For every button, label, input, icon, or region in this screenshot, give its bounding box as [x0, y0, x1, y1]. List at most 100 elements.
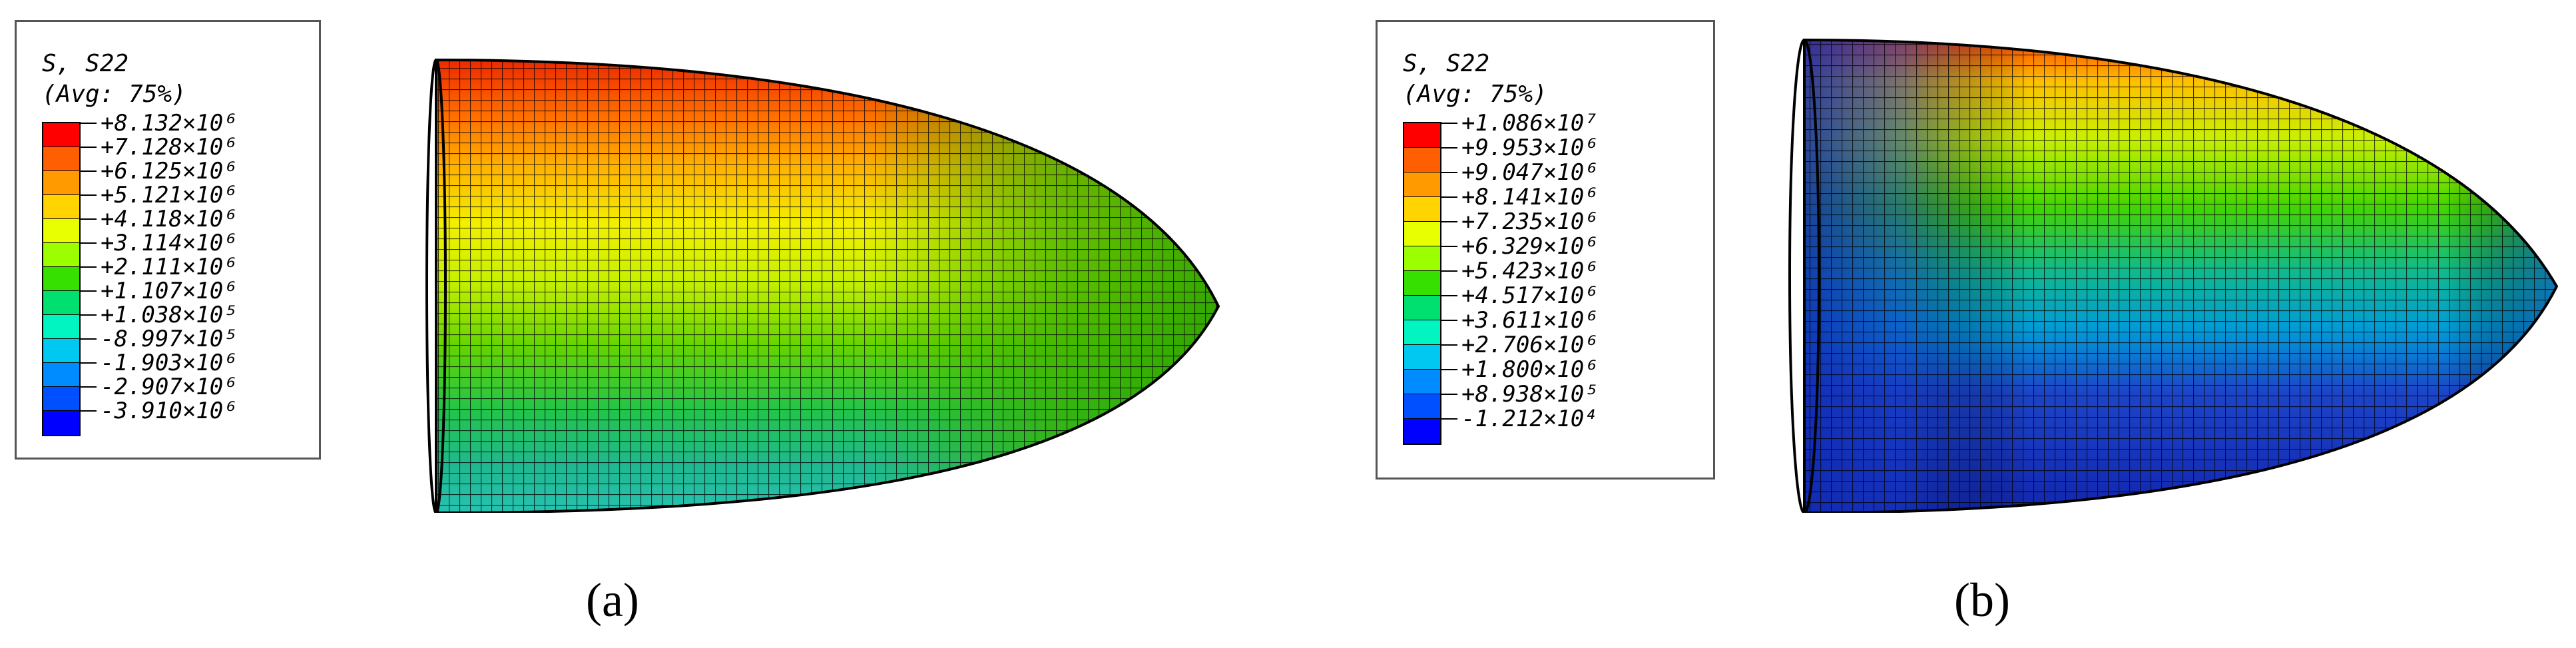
stress-legend-a: S, S22 (Avg: 75%) +8.132×10⁶ +7.128×10⁶ +6… [15, 20, 321, 460]
tick-mark [1441, 221, 1457, 222]
tick-mark [1441, 344, 1457, 346]
legend-tick: +8.132×10⁶ [81, 110, 237, 137]
tick-mark [1441, 320, 1457, 321]
legend-tick: +4.118×10⁶ [81, 206, 237, 232]
legend-tick-label: +8.141×10⁶ [1461, 184, 1598, 210]
tick-mark [81, 170, 97, 172]
tick-mark [81, 266, 97, 268]
legend-tick: +3.114×10⁶ [81, 230, 237, 256]
legend-swatch [1404, 296, 1440, 320]
tick-mark [1441, 147, 1457, 149]
legend-tick-label: +1.800×10⁶ [1461, 356, 1598, 383]
tick-mark [81, 338, 97, 340]
legend-tick-label: +1.107×10⁶ [101, 278, 237, 304]
legend-tick: +3.611×10⁶ [1441, 307, 1598, 334]
legend-swatch [1404, 222, 1440, 246]
legend-tick-label: +7.128×10⁶ [101, 134, 237, 161]
legend-tick-label: -1.903×10⁶ [101, 350, 237, 376]
legend-tick-label: +8.938×10⁵ [1461, 381, 1598, 408]
panel-b: S, S22 (Avg: 75%) +1.086×10⁷ +9.953×10⁶ +9… [1352, 0, 2576, 648]
legend-tick: -1.212×10⁴ [1441, 406, 1598, 432]
legend-tick: +2.111×10⁶ [81, 254, 237, 280]
legend-tick-label: +6.329×10⁶ [1461, 233, 1598, 260]
legend-tick: +1.086×10⁷ [1441, 110, 1598, 137]
tick-mark [1441, 394, 1457, 395]
legend-tick: +6.329×10⁶ [1441, 233, 1598, 260]
legend-tick: +1.107×10⁶ [81, 278, 237, 304]
legend-swatch [43, 387, 79, 411]
legend-swatch [1404, 246, 1440, 271]
legend-tick-label: -1.212×10⁴ [1461, 406, 1598, 432]
legend-tick: +9.047×10⁶ [1441, 159, 1598, 186]
stress-contour-shell-b [1788, 38, 2559, 513]
tick-mark [1441, 270, 1457, 272]
legend-tick-label: +8.132×10⁶ [101, 110, 237, 137]
legend-title: S, S22 [42, 50, 129, 77]
legend-title: S, S22 [1403, 50, 1490, 77]
tick-mark [81, 362, 97, 364]
legend-swatch [1404, 197, 1440, 222]
legend-tick-label: +4.517×10⁶ [1461, 282, 1598, 309]
color-bar [42, 122, 81, 436]
legend-tick-label: -3.910×10⁶ [101, 398, 237, 424]
legend-tick-label: +5.121×10⁶ [101, 182, 237, 208]
legend-tick: +5.121×10⁶ [81, 182, 237, 208]
tick-mark [1441, 369, 1457, 370]
legend-swatch [1404, 148, 1440, 172]
tick-mark [81, 218, 97, 220]
legend-subtitle: (Avg: 75%) [1403, 81, 1547, 108]
legend-swatch [1404, 271, 1440, 296]
legend-tick-label: +2.111×10⁶ [101, 254, 237, 280]
tick-mark [1441, 123, 1457, 124]
legend-swatch [43, 171, 79, 195]
legend-tick: +1.038×10⁵ [81, 302, 237, 328]
tick-mark [1441, 196, 1457, 198]
legend-tick-label: +7.235×10⁶ [1461, 208, 1598, 235]
tick-mark [1441, 172, 1457, 173]
legend-swatch [43, 267, 79, 291]
legend-tick: +4.517×10⁶ [1441, 282, 1598, 309]
legend-tick-label: +1.086×10⁷ [1461, 110, 1598, 137]
color-bar [1403, 122, 1441, 445]
legend-tick: +9.953×10⁶ [1441, 135, 1598, 161]
legend-swatch [43, 363, 79, 387]
legend-swatch [1404, 419, 1440, 444]
legend-swatch [43, 243, 79, 267]
legend-tick-label: +3.611×10⁶ [1461, 307, 1598, 334]
tick-mark [81, 194, 97, 196]
legend-swatch [1404, 394, 1440, 419]
legend-tick: +6.125×10⁶ [81, 158, 237, 184]
legend-subtitle: (Avg: 75%) [42, 81, 186, 108]
tick-mark [81, 242, 97, 244]
legend-tick: +5.423×10⁶ [1441, 258, 1598, 284]
legend-swatch [1404, 370, 1440, 394]
tick-mark [1441, 295, 1457, 296]
tick-mark [1441, 246, 1457, 247]
legend-tick-label: +9.953×10⁶ [1461, 135, 1598, 161]
legend-swatch [43, 411, 79, 435]
legend-tick-label: +1.038×10⁵ [101, 302, 237, 328]
legend-swatch [1404, 172, 1440, 197]
legend-swatch [43, 147, 79, 171]
tick-mark [81, 147, 97, 148]
legend-swatch [43, 339, 79, 363]
tick-mark [81, 410, 97, 412]
tick-mark [81, 123, 97, 124]
legend-tick-label: -8.997×10⁵ [101, 326, 237, 352]
legend-swatch [43, 123, 79, 147]
caption-a: (a) [586, 573, 639, 627]
legend-swatch [43, 219, 79, 243]
legend-swatch [1404, 320, 1440, 345]
legend-tick: +2.706×10⁶ [1441, 332, 1598, 358]
legend-tick: +7.235×10⁶ [1441, 208, 1598, 235]
legend-tick: +7.128×10⁶ [81, 134, 237, 161]
legend-swatch [43, 315, 79, 339]
tick-mark [81, 386, 97, 388]
legend-swatch [43, 291, 79, 315]
legend-tick: +8.141×10⁶ [1441, 184, 1598, 210]
caption-b: (b) [1954, 573, 2010, 627]
legend-tick: -2.907×10⁶ [81, 374, 237, 400]
tick-mark [81, 314, 97, 316]
tick-mark [81, 290, 97, 292]
stress-contour-shell-a [425, 58, 1220, 513]
